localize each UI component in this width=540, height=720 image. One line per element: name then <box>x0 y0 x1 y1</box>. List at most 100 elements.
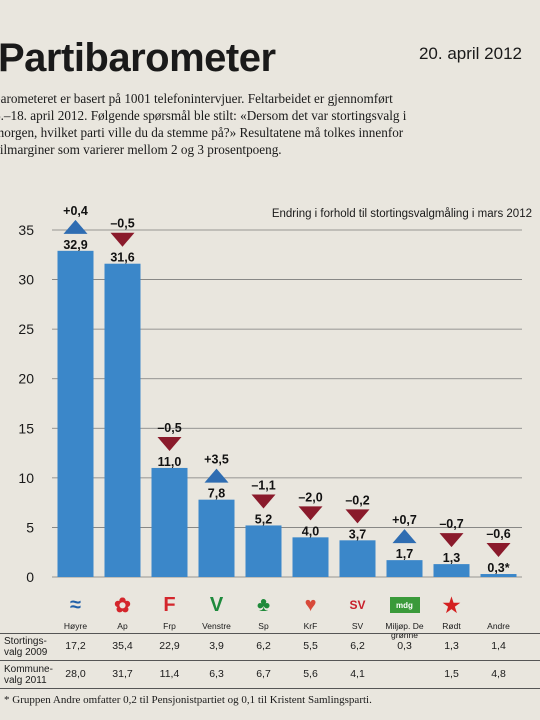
v-leaf-icon: V <box>209 593 224 616</box>
change-up-marker <box>392 529 417 544</box>
footnote: * Gruppen Andre omfatter 0,2 til Pensjon… <box>4 694 372 706</box>
bar <box>198 499 235 577</box>
change-label: –0,5 <box>110 217 134 231</box>
table-cell: 35,4 <box>112 640 133 652</box>
party-name: Venstre <box>202 621 231 631</box>
bar-value-label: 1,7 <box>396 547 413 561</box>
table-cell: 31,7 <box>112 668 133 680</box>
table-cell: 17,2 <box>65 640 86 652</box>
table-cell: 6,2 <box>350 640 365 652</box>
party-name: SV <box>351 621 364 631</box>
rose-icon: ✿ <box>114 594 131 617</box>
table-row-kommunevalg: Kommune- valg 2011 28,0 31,7 11,4 6,3 6,7 5,6… <box>0 664 540 686</box>
party-name: Miljøp. De grønne <box>385 621 424 640</box>
change-down-marker <box>439 533 464 548</box>
chart-subtitle: Endring i forhold til stortingsvalgmålin… <box>271 208 532 220</box>
table-cell: 5,6 <box>303 668 318 680</box>
table-cell: 1,3 <box>444 640 459 652</box>
change-label: –2,0 <box>298 490 322 504</box>
intro-text: barometeret er basert på 1001 telefonint… <box>0 90 539 158</box>
change-down-marker <box>157 436 182 451</box>
y-tick-label: 20 <box>18 371 34 387</box>
y-tick-label: 10 <box>18 470 34 486</box>
bar-value-label: 31,6 <box>110 251 134 265</box>
y-tick-label: 0 <box>26 569 34 585</box>
frp-f-icon: F <box>163 593 176 616</box>
change-up-marker <box>63 219 88 234</box>
page-title: Partibarometer <box>0 36 276 80</box>
party-name: Høyre <box>63 621 88 631</box>
party-name: KrF <box>303 621 318 631</box>
sv-text-icon: SV <box>349 598 366 612</box>
party-name: Rødt <box>442 621 461 631</box>
table-cell: 22,9 <box>159 640 180 652</box>
bar-value-label: 3,7 <box>349 527 366 541</box>
table-cell: 5,5 <box>303 640 318 652</box>
party-name: Sp <box>258 621 269 631</box>
change-label: –1,1 <box>251 478 275 492</box>
table-cell: 3,9 <box>209 640 224 652</box>
bar <box>386 560 423 577</box>
intro-line: eilmarginer som varierer mellom 2 og 3 p… <box>0 142 282 157</box>
intro-line: morgen, hvilket parti ville du da stemme… <box>0 125 404 140</box>
bar <box>433 564 470 577</box>
bar-value-label: 7,8 <box>208 487 225 501</box>
table-cell: 11,4 <box>159 668 180 680</box>
y-tick-label: 5 <box>26 519 34 535</box>
red-star-icon: ★ <box>442 594 461 617</box>
y-tick-label: 15 <box>18 420 34 436</box>
bar <box>339 540 376 577</box>
bar <box>151 467 188 577</box>
bar-value-label: 5,2 <box>255 512 272 526</box>
row-label: Kommune- valg 2011 <box>4 664 53 686</box>
change-label: +0,7 <box>392 513 417 527</box>
party-name: Andre <box>487 621 510 631</box>
hoyre-wave-icon: ≈ <box>70 593 81 616</box>
party-name: Ap <box>117 621 128 631</box>
table-cell: 1,4 <box>491 640 506 652</box>
table-row-stortingsvalg: Stortings- valg 2009 17,2 35,4 22,9 3,9 6,2 5… <box>0 636 540 658</box>
table-cell: 28,0 <box>65 668 86 680</box>
mdg-icon: mdg <box>389 597 420 613</box>
bar-value-label: 1,3 <box>443 551 460 565</box>
bar <box>104 263 141 577</box>
bar <box>245 525 282 577</box>
y-tick-label: 35 <box>18 222 34 238</box>
bar <box>57 250 94 577</box>
change-down-marker <box>298 506 323 521</box>
bar-value-label: 0,3* <box>487 561 509 575</box>
bar-value-label: 32,9 <box>63 238 87 252</box>
bar <box>292 537 329 577</box>
table-cell: 1,5 <box>444 668 459 680</box>
change-label: –0,5 <box>157 421 181 435</box>
table-cell: 6,3 <box>209 668 224 680</box>
table-cell: 6,2 <box>256 640 271 652</box>
bar-value-label: 4,0 <box>302 524 319 538</box>
change-label: –0,7 <box>439 517 463 531</box>
change-label: +0,4 <box>63 204 88 218</box>
y-tick-label: 25 <box>18 321 34 337</box>
bar-value-label: 11,0 <box>158 455 182 469</box>
y-tick-label: 30 <box>18 272 34 288</box>
change-label: –0,6 <box>486 527 510 541</box>
table-cell: 0,3 <box>397 640 412 652</box>
row-label: Stortings- valg 2009 <box>4 636 48 658</box>
table-cell: 6,7 <box>256 668 271 680</box>
table-cell: 4,8 <box>491 668 506 680</box>
change-down-marker <box>110 232 135 247</box>
bar <box>480 574 517 577</box>
change-down-marker <box>345 509 370 524</box>
krf-heart-icon: ♥ <box>304 593 317 616</box>
change-down-marker <box>251 494 276 509</box>
intro-line: 6.–18. april 2012. Følgende spørsmål ble… <box>0 108 407 123</box>
table-cell: 4,1 <box>350 668 365 680</box>
change-up-marker <box>204 468 229 483</box>
change-down-marker <box>486 543 511 558</box>
intro-line: barometeret er basert på 1001 telefonint… <box>0 91 393 106</box>
party-name: Frp <box>163 621 176 631</box>
clover-icon: ♣ <box>256 593 271 616</box>
change-label: –0,2 <box>345 493 369 507</box>
publication-date: 20. april 2012 <box>418 44 522 63</box>
change-label: +3,5 <box>204 453 229 467</box>
